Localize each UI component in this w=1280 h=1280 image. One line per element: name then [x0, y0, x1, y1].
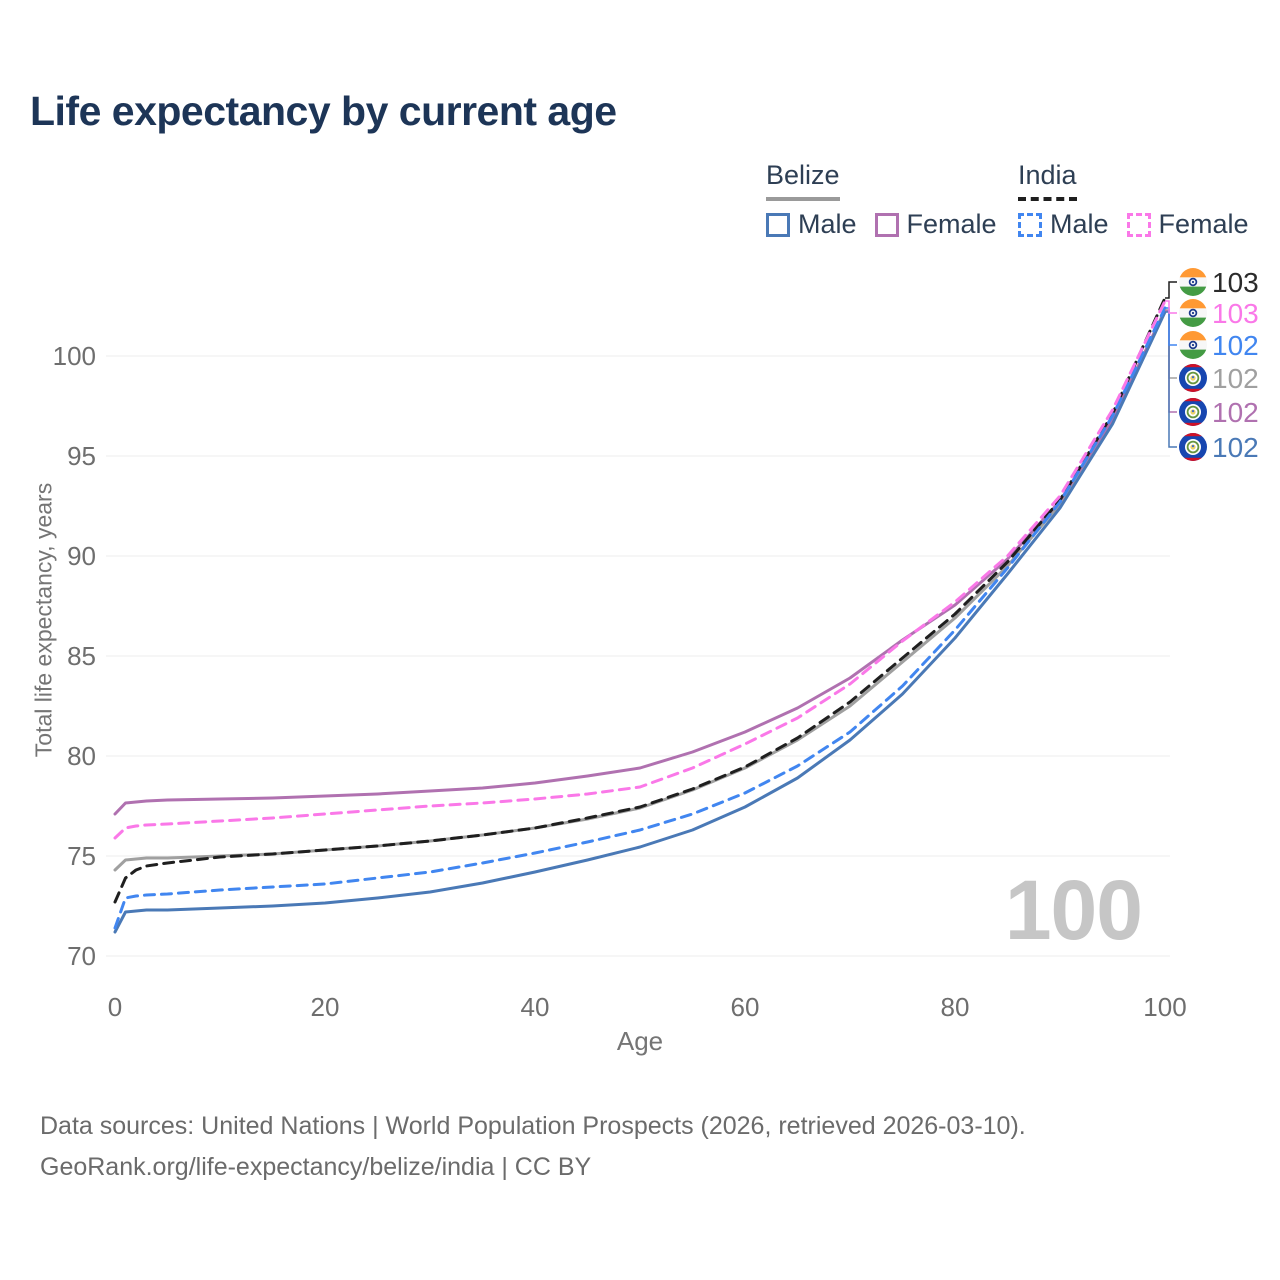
series-line-belize-female[interactable]: [113, 309, 1167, 816]
x-axis-title: Age: [616, 1026, 664, 1056]
label-leader-line: [1165, 300, 1177, 314]
legend-item-label: Male: [1050, 209, 1109, 239]
series-end-label: 102: [1212, 432, 1259, 463]
y-tick-label: 75: [67, 841, 96, 871]
x-tick-label: 80: [941, 992, 970, 1022]
legend-item-label: Male: [798, 209, 857, 239]
label-leader-line: [1165, 281, 1177, 299]
legend-group-belize: Belize Male Female: [766, 160, 997, 240]
data-source-note: Data sources: United Nations | World Pop…: [40, 1112, 1026, 1140]
label-leader-line: [1165, 310, 1177, 413]
india-female-swatch-icon: [1126, 212, 1151, 237]
belize-flag-icon: [1179, 364, 1207, 392]
y-tick-label: 70: [67, 941, 96, 971]
india-male-swatch-icon: [1018, 212, 1042, 237]
legend-group-belize-header[interactable]: Belize: [766, 160, 840, 201]
legend-item-belize-male[interactable]: Male: [766, 209, 857, 240]
y-tick-label: 95: [67, 441, 96, 471]
series-line-india-male[interactable]: [113, 306, 1167, 930]
series-line-belize-male[interactable]: [113, 310, 1167, 934]
belize-male-swatch-icon: [766, 212, 790, 237]
series-end-label: 103: [1212, 267, 1259, 298]
x-tick-label: 60: [731, 992, 760, 1022]
chart-footer: Data sources: United Nations | World Pop…: [40, 1106, 1026, 1187]
series-end-label: 102: [1212, 397, 1259, 428]
y-tick-label: 85: [67, 641, 96, 671]
series-line-india-both[interactable]: [113, 296, 1167, 904]
india-flag-icon: [1179, 299, 1207, 327]
belize-female-swatch-icon: [874, 212, 899, 237]
belize-flag-icon: [1179, 398, 1207, 426]
legend-item-label: Female: [1158, 209, 1249, 239]
belize-flag-icon: [1179, 433, 1207, 461]
label-leader-line: [1165, 311, 1177, 448]
series-line-india-female[interactable]: [113, 299, 1167, 840]
age-watermark: 100: [1004, 863, 1143, 957]
legend-item-india-male[interactable]: Male: [1018, 209, 1109, 240]
india-flag-icon: [1179, 331, 1207, 359]
label-leader-line: [1165, 309, 1177, 379]
series-end-label: 102: [1212, 363, 1259, 394]
label-leader-line: [1165, 307, 1177, 346]
page-title: Life expectancy by current age: [30, 88, 617, 134]
y-tick-label: 90: [67, 541, 96, 571]
series-end-label: 103: [1212, 298, 1259, 329]
x-tick-label: 20: [311, 992, 340, 1022]
x-tick-label: 100: [1143, 992, 1186, 1022]
series-end-label: 102: [1212, 330, 1259, 361]
legend-item-belize-female[interactable]: Female: [874, 209, 997, 240]
x-tick-label: 0: [108, 992, 122, 1022]
y-tick-label: 80: [67, 741, 96, 771]
legend-group-india: India Male Female: [1018, 160, 1249, 240]
legend-group-india-header[interactable]: India: [1018, 160, 1077, 201]
license-note: GeoRank.org/life-expectancy/belize/india…: [40, 1152, 592, 1181]
legend-item-label: Female: [906, 209, 997, 239]
x-tick-label: 40: [521, 992, 550, 1022]
legend-item-india-female[interactable]: Female: [1126, 209, 1249, 240]
y-tick-label: 100: [53, 341, 96, 371]
india-flag-icon: [1179, 268, 1207, 296]
